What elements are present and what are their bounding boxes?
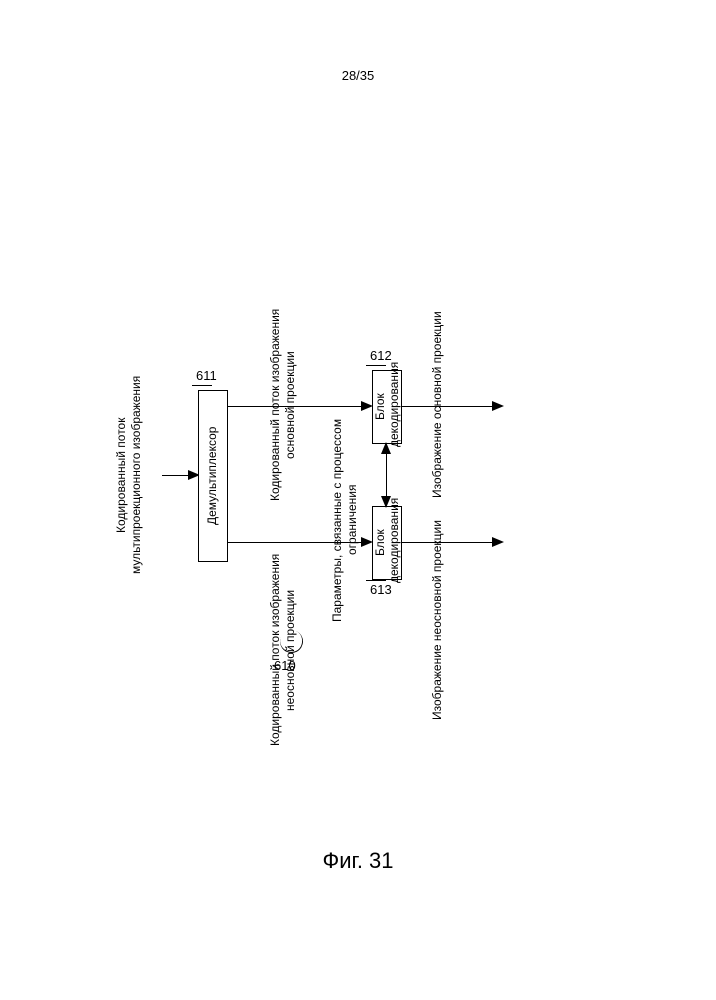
demux-block: Демультиплексор — [198, 390, 228, 562]
decoder-2-ref: 613 — [370, 582, 392, 597]
arrow-head — [381, 442, 391, 454]
out-bot-label: Изображение неосновной проекции — [430, 510, 445, 730]
arrow-line — [162, 475, 190, 476]
page: 28/35 Фиг. 31 Кодированный поток мультип… — [0, 0, 716, 1000]
arrow-line — [402, 406, 494, 407]
ref-underline — [366, 580, 386, 581]
ref-underline — [366, 365, 386, 366]
arrow-line — [386, 450, 387, 500]
demux-label: Демультиплексор — [205, 406, 219, 546]
demux-ref: 611 — [196, 368, 217, 383]
system-ref: 610 — [274, 658, 296, 673]
input-label: Кодированный поток мультипроекционного и… — [114, 360, 144, 590]
decoder-2-label: Блок декодирования — [373, 503, 401, 583]
arrow-head — [492, 537, 504, 547]
params-label: Параметры, связанные с процессом огранич… — [330, 400, 360, 640]
decoder-1-ref: 612 — [370, 348, 392, 363]
arrow-head — [381, 496, 391, 508]
decoder-1-block: Блок декодирования — [372, 370, 402, 444]
out-top-label: Изображение основной проекции — [430, 305, 445, 505]
ref-underline — [192, 385, 212, 386]
arrow-head — [492, 401, 504, 411]
decoder-1-label: Блок декодирования — [373, 367, 401, 447]
top-mid-label: Кодированный поток изображения основной … — [268, 290, 298, 520]
arrow-line — [402, 542, 494, 543]
block-diagram: Кодированный поток мультипроекционного и… — [0, 50, 716, 950]
decoder-2-block: Блок декодирования — [372, 506, 402, 580]
